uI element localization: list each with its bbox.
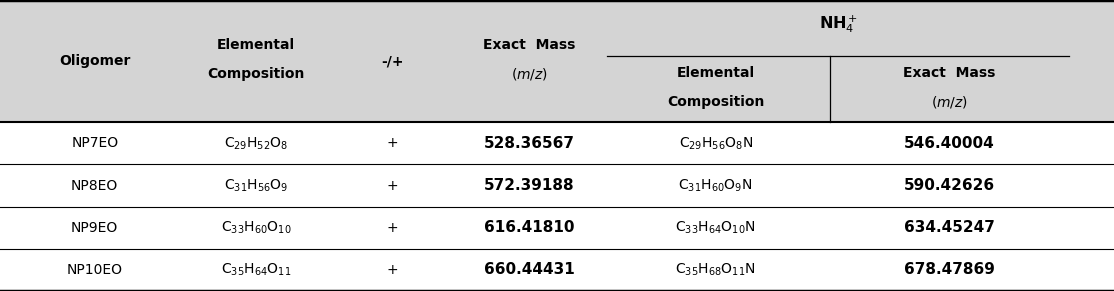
- Text: C$_{35}$H$_{64}$O$_{11}$: C$_{35}$H$_{64}$O$_{11}$: [221, 262, 292, 278]
- Text: $(\mathit{m/z})$: $(\mathit{m/z})$: [931, 94, 968, 110]
- Text: 590.42626: 590.42626: [905, 178, 995, 193]
- Text: NP10EO: NP10EO: [67, 263, 123, 277]
- Text: -/+: -/+: [381, 54, 404, 68]
- Text: Oligomer: Oligomer: [59, 54, 130, 68]
- Text: NH$_4^+$: NH$_4^+$: [819, 14, 858, 35]
- Text: 546.40004: 546.40004: [905, 136, 995, 151]
- Text: C$_{35}$H$_{68}$O$_{11}$N: C$_{35}$H$_{68}$O$_{11}$N: [675, 262, 756, 278]
- Text: 572.39188: 572.39188: [483, 178, 575, 193]
- Text: 616.41810: 616.41810: [483, 220, 575, 235]
- Text: C$_{33}$H$_{64}$O$_{10}$N: C$_{33}$H$_{64}$O$_{10}$N: [675, 219, 756, 236]
- Text: 678.47869: 678.47869: [905, 262, 995, 277]
- Text: Elemental: Elemental: [217, 38, 295, 52]
- Text: 634.45247: 634.45247: [905, 220, 995, 235]
- Text: C$_{31}$H$_{60}$O$_9$N: C$_{31}$H$_{60}$O$_9$N: [678, 177, 753, 194]
- Text: 660.44431: 660.44431: [483, 262, 575, 277]
- Text: C$_{31}$H$_{56}$O$_9$: C$_{31}$H$_{56}$O$_9$: [224, 177, 289, 194]
- Text: Exact  Mass: Exact Mass: [903, 66, 996, 80]
- Text: Composition: Composition: [667, 95, 764, 109]
- Text: C$_{29}$H$_{56}$O$_8$N: C$_{29}$H$_{56}$O$_8$N: [678, 135, 753, 152]
- Text: NP9EO: NP9EO: [71, 221, 118, 235]
- Text: NP7EO: NP7EO: [71, 136, 118, 150]
- Text: C$_{33}$H$_{60}$O$_{10}$: C$_{33}$H$_{60}$O$_{10}$: [221, 219, 292, 236]
- Text: +: +: [387, 263, 399, 277]
- Text: +: +: [387, 221, 399, 235]
- Text: NP8EO: NP8EO: [71, 178, 118, 193]
- Text: Elemental: Elemental: [676, 66, 755, 80]
- Text: Composition: Composition: [207, 67, 305, 81]
- Text: +: +: [387, 136, 399, 150]
- Text: $(\mathit{m/z})$: $(\mathit{m/z})$: [510, 66, 548, 82]
- Text: Exact  Mass: Exact Mass: [483, 38, 575, 52]
- Text: +: +: [387, 178, 399, 193]
- Text: C$_{29}$H$_{52}$O$_8$: C$_{29}$H$_{52}$O$_8$: [224, 135, 289, 152]
- Bar: [0, 0, 1114, 122]
- Text: 528.36567: 528.36567: [483, 136, 575, 151]
